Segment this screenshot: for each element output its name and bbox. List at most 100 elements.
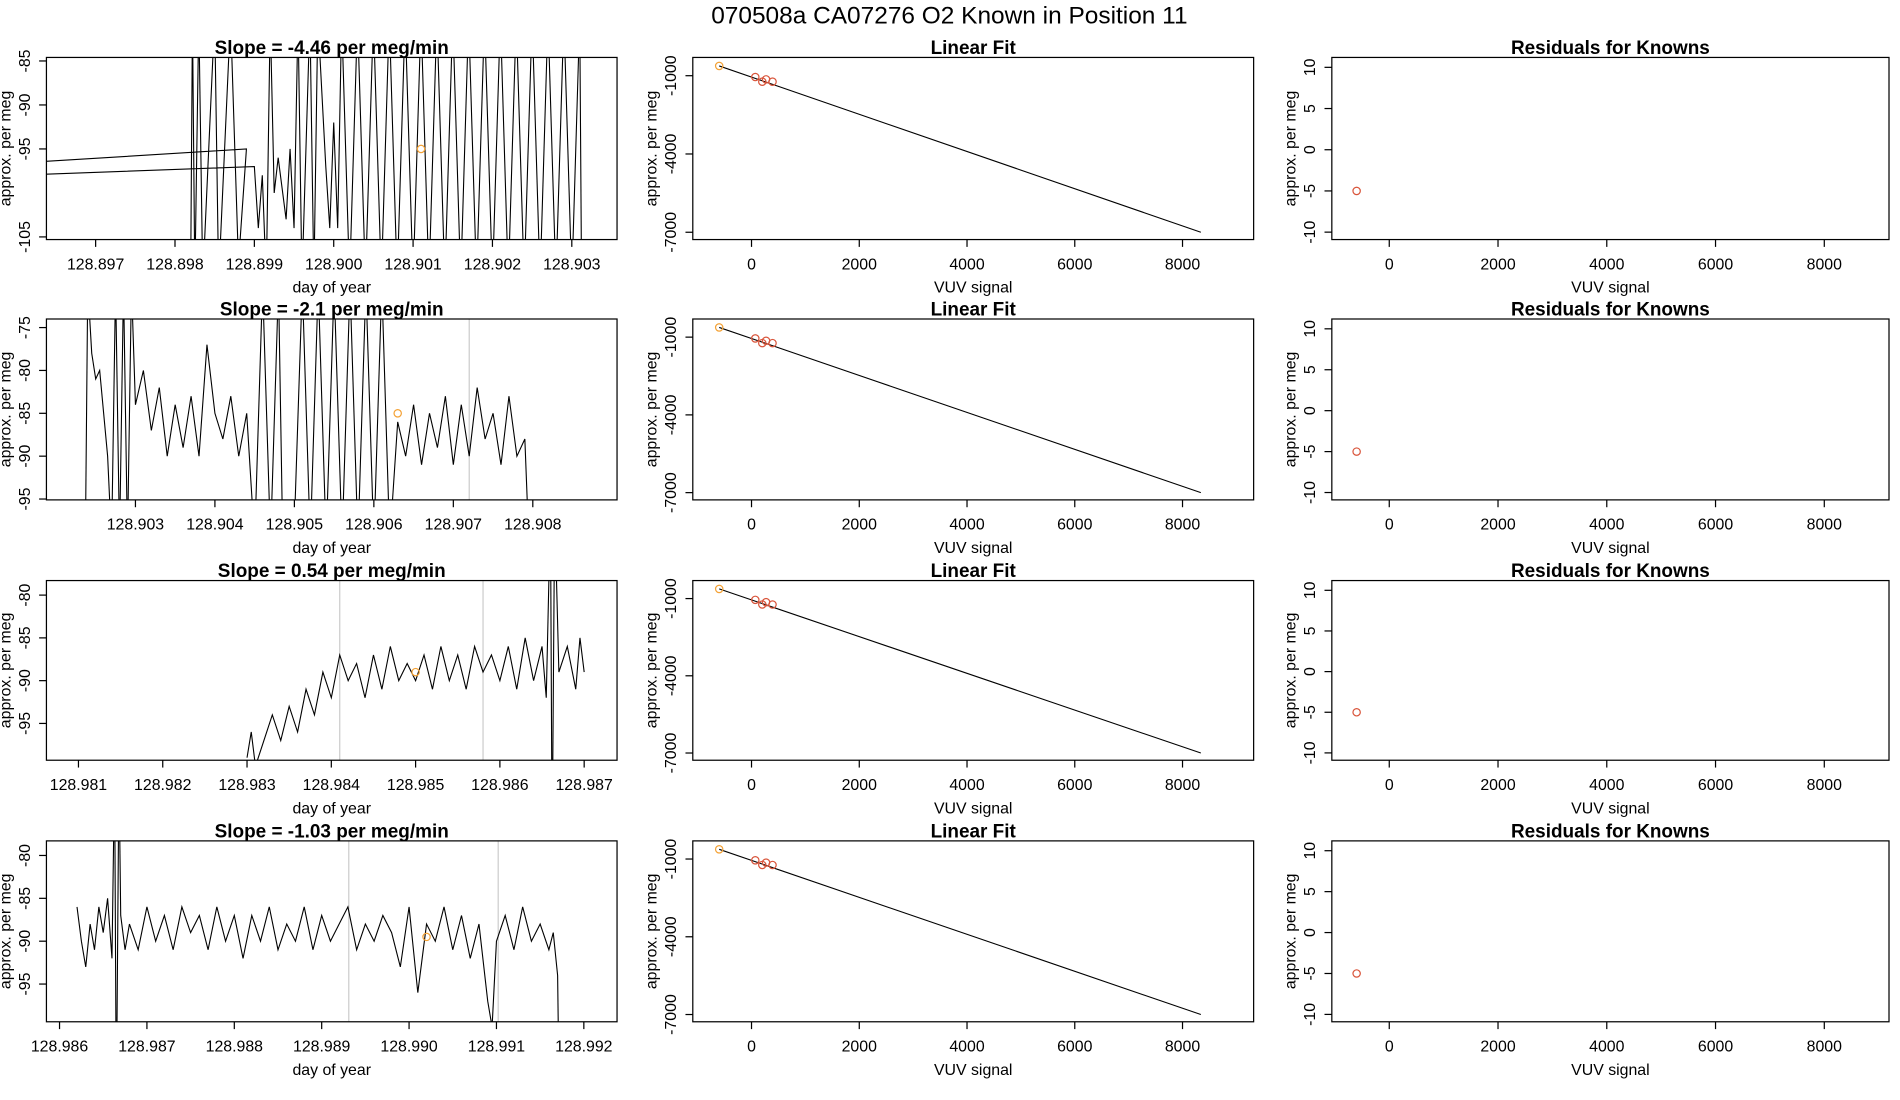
- plot-area: [1352, 969, 1361, 978]
- x-tick-label: 0: [747, 777, 756, 794]
- x-tick-label: 0: [1385, 1039, 1394, 1056]
- y-tick-label: -80: [17, 583, 34, 606]
- point: [714, 845, 724, 854]
- point: [751, 72, 760, 82]
- x-tick-label: 128.899: [226, 256, 284, 273]
- y-tick-label: 5: [1302, 626, 1319, 635]
- x-tick-label: 8000: [1807, 1039, 1842, 1056]
- y-tick-label: 10: [1302, 58, 1319, 76]
- data-line: [46, 57, 582, 240]
- plot-frame: [692, 840, 1255, 1023]
- x-tick-label: 6000: [1057, 777, 1092, 794]
- panel-title: Linear Fit: [931, 299, 1017, 320]
- y-tick-label: 5: [1302, 365, 1319, 374]
- plot-frame: [45, 56, 618, 241]
- panel: Slope = -4.46 per meg/min day of year appr…: [0, 38, 618, 297]
- fit-line: [719, 326, 1202, 494]
- x-tick-label: 128.989: [293, 1039, 351, 1056]
- x-tick-label: 128.903: [107, 517, 165, 534]
- x-tick-label: 128.987: [555, 777, 613, 794]
- x-tick-label: 4000: [949, 777, 984, 794]
- plot-area: [714, 584, 1202, 754]
- x-tick-label: 128.991: [468, 1039, 526, 1056]
- y-tick-label: -1000: [663, 578, 680, 619]
- x-axis-label: VUV signal: [934, 1062, 1013, 1079]
- y-tick-label: -90: [17, 930, 34, 953]
- x-tick-label: 6000: [1057, 256, 1092, 273]
- y-axis-label: approx. per meg: [0, 91, 14, 207]
- point: [768, 77, 777, 86]
- x-tick-label: 128.906: [345, 517, 403, 534]
- plot-frame: [1331, 840, 1890, 1023]
- panel-title: Linear Fit: [931, 38, 1017, 59]
- x-axis-label: day of year: [292, 280, 371, 297]
- x-tick-label: 4000: [1589, 777, 1624, 794]
- x-axis-label: day of year: [292, 1062, 371, 1079]
- x-tick-label: 0: [1385, 777, 1394, 794]
- plot-area: [1352, 186, 1361, 196]
- y-tick-label: 10: [1302, 320, 1319, 338]
- y-axis-label: approx. per meg: [0, 352, 14, 468]
- data-line: [85, 319, 528, 500]
- x-axis-label: VUV signal: [934, 540, 1013, 557]
- point: [751, 595, 760, 605]
- x-axis-label: VUV signal: [1571, 280, 1650, 297]
- point: [751, 334, 760, 343]
- y-tick-label: 0: [1302, 145, 1319, 154]
- x-tick-label: 4000: [949, 1039, 984, 1056]
- plot-frame: [1331, 579, 1890, 761]
- y-tick-label: -85: [17, 49, 34, 72]
- plot-frame: [1331, 318, 1890, 501]
- panel: Linear Fit VUV signal approx. per meg 0 2000…: [644, 299, 1255, 557]
- y-tick-label: -80: [17, 359, 34, 382]
- panel: Linear Fit VUV signal approx. per meg 0 2000…: [644, 38, 1255, 297]
- x-tick-label: 8000: [1807, 517, 1842, 534]
- plot-area: [85, 319, 528, 500]
- plot-frame: [45, 579, 618, 761]
- y-axis-label: approx. per meg: [644, 613, 661, 729]
- y-tick-label: -5: [1302, 705, 1319, 719]
- x-tick-label: 8000: [1807, 256, 1842, 273]
- y-tick-label: -4000: [663, 134, 680, 175]
- highlight-point: [411, 667, 420, 677]
- y-tick-label: -80: [17, 844, 34, 867]
- y-tick-label: -105: [17, 221, 34, 253]
- point: [1352, 447, 1361, 456]
- highlight-point: [422, 932, 431, 942]
- y-tick-label: -10: [1302, 741, 1319, 764]
- x-tick-label: 128.984: [303, 777, 361, 794]
- y-tick-label: -85: [17, 626, 34, 649]
- highlight-point: [393, 409, 402, 418]
- x-axis-label: VUV signal: [934, 800, 1013, 817]
- y-axis-label: approx. per meg: [0, 874, 14, 990]
- point: [1352, 707, 1361, 717]
- x-tick-label: 128.898: [146, 256, 204, 273]
- x-tick-label: 6000: [1698, 1039, 1733, 1056]
- y-tick-label: -1000: [663, 55, 680, 96]
- x-tick-label: 128.907: [425, 517, 483, 534]
- y-tick-label: -5: [1302, 966, 1319, 980]
- y-tick-label: 0: [1302, 667, 1319, 676]
- plot-frame: [692, 56, 1255, 241]
- y-tick-label: -5: [1302, 444, 1319, 458]
- x-tick-label: 128.988: [206, 1039, 264, 1056]
- y-tick-label: -90: [17, 669, 34, 692]
- x-tick-label: 128.987: [118, 1039, 176, 1056]
- y-tick-label: -95: [17, 137, 34, 160]
- y-tick-label: -5: [1302, 184, 1319, 198]
- x-tick-label: 4000: [1589, 256, 1624, 273]
- x-tick-label: 0: [747, 1039, 756, 1056]
- x-tick-label: 128.986: [31, 1039, 89, 1056]
- panel-title: Residuals for Knowns: [1511, 38, 1710, 59]
- y-axis-label: approx. per meg: [644, 352, 661, 468]
- y-tick-label: 10: [1302, 842, 1319, 860]
- highlight-point: [416, 144, 426, 154]
- x-tick-label: 2000: [1480, 777, 1515, 794]
- y-tick-label: 5: [1302, 887, 1319, 896]
- x-tick-label: 4000: [949, 517, 984, 534]
- x-tick-label: 2000: [1480, 1039, 1515, 1056]
- fit-line: [719, 848, 1202, 1016]
- x-tick-label: 128.985: [387, 777, 445, 794]
- x-tick-label: 128.982: [134, 777, 192, 794]
- x-axis-label: day of year: [292, 540, 371, 557]
